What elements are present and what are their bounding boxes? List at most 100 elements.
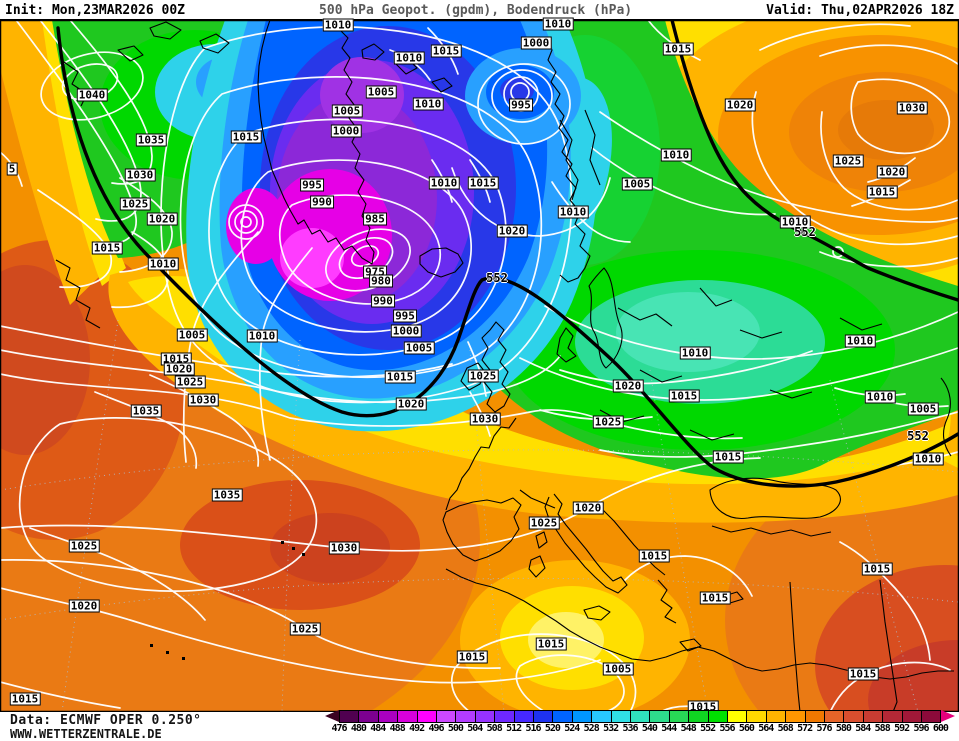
weather-map-canvas bbox=[0, 20, 959, 712]
isobar-label: 1025 bbox=[174, 375, 206, 389]
map-title: 500 hPa Geopot. (gpdm), Bodendruck (hPa) bbox=[319, 2, 633, 18]
legend-tick-label: 528 bbox=[583, 723, 600, 734]
isobar-label: 1025 bbox=[68, 539, 100, 553]
legend-tick-label: 524 bbox=[564, 723, 580, 734]
legend-swatch bbox=[804, 710, 825, 723]
isobar-label: 1020 bbox=[496, 224, 528, 238]
map-labels-layer: 1010 1010 1015 1010 1010 1010 1000 995 1015 1020 1… bbox=[0, 17, 959, 714]
legend-tick-label: 576 bbox=[816, 723, 832, 734]
legend-tick-label: 580 bbox=[835, 723, 852, 734]
legend-tick-label: 500 bbox=[447, 723, 464, 734]
isobar-label: 1000 bbox=[330, 124, 362, 138]
isobar-label: 1020 bbox=[395, 397, 427, 411]
legend-swatch bbox=[358, 710, 379, 723]
isobar-label: 1030 bbox=[469, 412, 501, 426]
isobar-label: 1010 bbox=[864, 390, 896, 404]
isobar-label: 1005 bbox=[176, 328, 208, 342]
init-label: Init: Mon,23MAR2026 00Z bbox=[5, 2, 186, 18]
isobar-label: 1020 bbox=[163, 362, 195, 376]
isobar-label: 1010 bbox=[660, 148, 692, 162]
legend-tick-label: 592 bbox=[894, 723, 910, 734]
isobar-label: 1005 bbox=[403, 341, 435, 355]
isobar-label: 1035 bbox=[130, 404, 162, 418]
title-bar: Init: Mon,23MAR2026 00Z 500 hPa Geopot. … bbox=[0, 0, 959, 20]
legend-tick-label: 496 bbox=[428, 723, 444, 734]
legend-swatch bbox=[901, 710, 922, 723]
isobar-label: 1015 bbox=[866, 185, 898, 199]
color-scale-legend: 476 480 484 488 492 496 500 504 508 512 516 520 524 5… bbox=[325, 710, 957, 740]
isobar-label: 1020 bbox=[724, 98, 756, 112]
isobar-label: 1010 bbox=[557, 205, 589, 219]
isobar-label: 1000 bbox=[390, 324, 422, 338]
weather-map: 1010 1010 1015 1010 1010 1010 1000 995 1015 1020 1… bbox=[0, 17, 959, 714]
legend-tick-label: 520 bbox=[544, 723, 561, 734]
legend-tick-label: 568 bbox=[777, 723, 794, 734]
isobar-label: 1030 bbox=[328, 541, 360, 555]
geopotential-label: 552 bbox=[907, 429, 929, 443]
isobar-label: 5 bbox=[6, 162, 18, 176]
isobar-label: 1025 bbox=[592, 415, 624, 429]
legend-tick-label: 532 bbox=[603, 723, 619, 734]
legend-swatch bbox=[377, 710, 399, 723]
isobar-label: 1015 bbox=[861, 562, 893, 576]
isobar-label: 1015 bbox=[668, 389, 700, 403]
legend-tick-label: 584 bbox=[855, 723, 871, 734]
isobar-label: 1005 bbox=[602, 662, 634, 676]
legend-swatch bbox=[785, 710, 806, 723]
legend-tick-label: 476 bbox=[331, 723, 347, 734]
isobar-label: 1010 bbox=[844, 334, 876, 348]
legend-swatch bbox=[746, 710, 767, 723]
valid-label: Valid: Thu,02APR2026 18Z bbox=[766, 2, 954, 18]
isobar-label: 1010 bbox=[412, 97, 444, 111]
legend-tick-label: 600 bbox=[932, 723, 949, 734]
isobar-label: 1030 bbox=[124, 168, 156, 182]
legend-tick-label: 552 bbox=[700, 723, 716, 734]
isobar-label: 1005 bbox=[907, 402, 939, 416]
legend-swatch bbox=[765, 710, 787, 723]
isobar-label: 1015 bbox=[430, 44, 462, 58]
legend-swatch bbox=[513, 710, 534, 723]
legend-swatch bbox=[727, 710, 748, 723]
legend-swatch bbox=[649, 710, 670, 723]
legend-swatch bbox=[533, 710, 554, 723]
isobar-label: 1015 bbox=[847, 667, 879, 681]
legend-tick-label: 596 bbox=[913, 723, 929, 734]
legend-swatch bbox=[610, 710, 631, 723]
isobar-label: 1020 bbox=[68, 599, 100, 613]
legend-swatch bbox=[862, 710, 884, 723]
isobar-label: 1015 bbox=[467, 176, 499, 190]
footer: Data: ECMWF OPER 0.250° WWW.WETTERZENTRA… bbox=[0, 710, 959, 741]
isobar-label: 990 bbox=[371, 294, 395, 308]
isobar-label: 1010 bbox=[679, 346, 711, 360]
legend-tick-label: 556 bbox=[719, 723, 735, 734]
isobar-label: 1010 bbox=[246, 329, 278, 343]
legend-swatch bbox=[494, 710, 515, 723]
data-source-label: Data: ECMWF OPER 0.250° bbox=[10, 713, 202, 728]
legend-tick-label: 548 bbox=[680, 723, 697, 734]
isobar-label: 1010 bbox=[322, 18, 354, 32]
legend-swatch bbox=[552, 710, 573, 723]
isobar-label: 1015 bbox=[712, 450, 744, 464]
isobar-label: 1015 bbox=[230, 130, 262, 144]
isobar-label: 1025 bbox=[832, 154, 864, 168]
isobar-label: 1015 bbox=[456, 650, 488, 664]
legend-tick-label: 480 bbox=[350, 723, 367, 734]
isobar-label: 990 bbox=[310, 195, 334, 209]
isobar-label: 1010 bbox=[912, 452, 944, 466]
isobar-label: 1020 bbox=[572, 501, 604, 515]
isobar-label: 1025 bbox=[467, 369, 499, 383]
legend-tick-label: 492 bbox=[409, 723, 425, 734]
legend-swatch bbox=[591, 710, 612, 723]
legend-tick-label: 560 bbox=[738, 723, 755, 734]
isobar-label: 1020 bbox=[876, 165, 908, 179]
isobar-label: 1010 bbox=[779, 215, 811, 229]
isobar-label: 995 bbox=[509, 98, 533, 112]
legend-swatch bbox=[339, 710, 360, 723]
isobar-label: 1015 bbox=[699, 591, 731, 605]
legend-swatch bbox=[455, 710, 476, 723]
isobar-label: 1010 bbox=[393, 51, 425, 65]
isobar-label: 1015 bbox=[662, 42, 694, 56]
geopotential-label: 552 bbox=[794, 225, 816, 239]
legend-tick-label: 588 bbox=[874, 723, 891, 734]
isobar-label: 1005 bbox=[365, 85, 397, 99]
